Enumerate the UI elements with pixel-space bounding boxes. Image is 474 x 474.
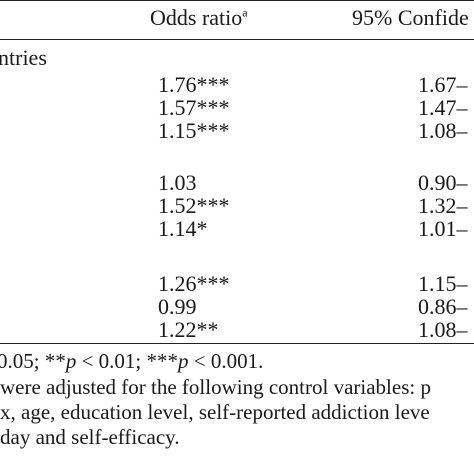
- odds-ratio-cell: 1.52***: [158, 193, 230, 218]
- top-rule: [0, 0, 474, 1]
- group-label: ntries: [0, 45, 47, 70]
- footnote-p-symbol: p: [178, 349, 189, 373]
- ci-cell: 0.90–: [418, 170, 468, 195]
- odds-ratio-cell: 1.76***: [158, 72, 230, 97]
- column-header-odds-ratio: Odds ratioa: [150, 5, 248, 31]
- footnote-text: < 0.01; ***: [76, 349, 179, 373]
- odds-ratio-cell: 1.14*: [158, 216, 208, 241]
- ci-cell: 1.08–: [418, 317, 468, 342]
- footnote-p-symbol: p: [65, 349, 77, 373]
- footnote-adjustment-line: x, age, education level, self-reported a…: [0, 400, 430, 424]
- ci-cell: 1.32–: [418, 193, 468, 218]
- header-rule: [0, 39, 474, 40]
- ci-cell: 0.86–: [418, 294, 468, 319]
- footnote-adjustment-line: were adjusted for the following control …: [0, 375, 431, 399]
- odds-ratio-footnote-mark: a: [242, 5, 248, 20]
- footnote-significance: 0.05; **p < 0.01; ***p < 0.001.: [0, 350, 263, 372]
- footnote-adjustment-line: day and self-efficacy.: [0, 425, 180, 449]
- ci-cell: 1.08–: [418, 118, 468, 143]
- footnote-text: 0.05; **: [0, 349, 66, 373]
- odds-ratio-cell: 1.57***: [158, 95, 230, 120]
- ci-cell: 1.15–: [418, 271, 468, 296]
- column-header-ci: 95% Confide: [352, 5, 469, 30]
- odds-ratio-cell: 1.22**: [158, 317, 219, 342]
- footnote-text: < 0.001.: [188, 349, 264, 373]
- ci-cell: 1.01–: [418, 216, 468, 241]
- odds-ratio-cell: 0.99: [158, 294, 197, 319]
- ci-cell: 1.47–: [418, 95, 468, 120]
- bottom-rule: [0, 343, 474, 344]
- odds-ratio-cell: 1.03: [158, 170, 197, 195]
- ci-cell: 1.67–: [418, 72, 468, 97]
- odds-ratio-cell: 1.15***: [158, 118, 230, 143]
- odds-ratio-label: Odds ratio: [150, 5, 243, 30]
- odds-ratio-cell: 1.26***: [158, 271, 230, 296]
